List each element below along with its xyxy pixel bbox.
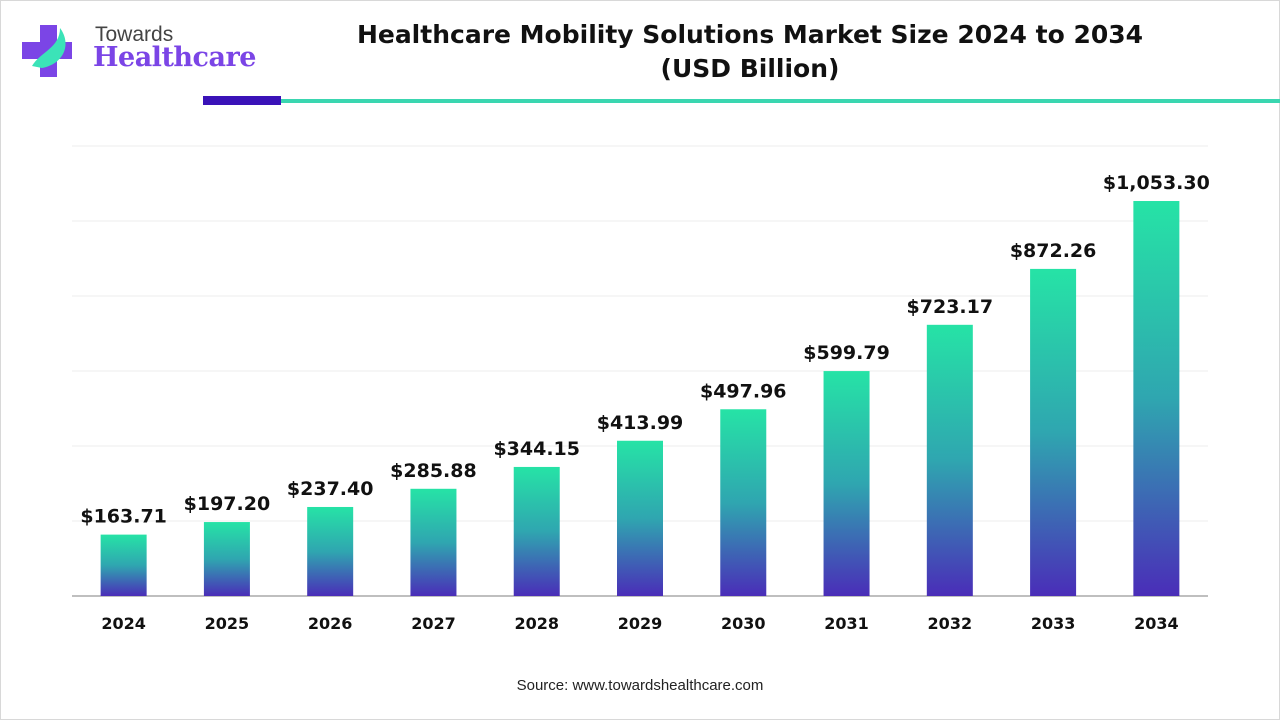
bar-2033: [1030, 268, 1077, 596]
data-label-2032: $723.17: [907, 296, 994, 318]
bar-2026: [307, 506, 354, 596]
title-line-1: Healthcare Mobility Solutions Market Siz…: [356, 20, 1144, 49]
bar-2024: [100, 534, 147, 596]
x-tick-label-2028: 2028: [514, 614, 559, 633]
bar-2031: [823, 371, 870, 596]
x-tick-label-2024: 2024: [101, 614, 146, 633]
data-label-2034: $1,053.30: [1103, 172, 1210, 194]
data-label-2031: $599.79: [803, 342, 890, 364]
data-label-2029: $413.99: [597, 412, 684, 434]
x-tick-label-2026: 2026: [308, 614, 353, 633]
x-tick-label-2029: 2029: [618, 614, 663, 633]
x-tick-label-2034: 2034: [1134, 614, 1179, 633]
title-line-2: (USD Billion): [660, 54, 840, 83]
x-tick-label-2033: 2033: [1031, 614, 1076, 633]
x-tick-label-2030: 2030: [721, 614, 766, 633]
source-note: Source: www.towardshealthcare.com: [516, 677, 764, 694]
bar-2029: [617, 440, 663, 596]
logo-text-main: Healthcare: [93, 42, 256, 73]
x-tick-label-2031: 2031: [824, 614, 869, 633]
x-tick-label-2032: 2032: [928, 614, 973, 633]
bar-2025: [203, 522, 250, 596]
logo-text-top: Towards: [95, 23, 174, 46]
data-label-2030: $497.96: [700, 380, 787, 402]
data-label-2033: $872.26: [1010, 240, 1097, 262]
accent-bar-teal: [281, 99, 1280, 103]
bar-2028: [513, 466, 560, 596]
data-label-2026: $237.40: [287, 478, 374, 500]
bar-2030: [720, 409, 767, 596]
data-label-2028: $344.15: [493, 438, 580, 460]
data-label-2024: $163.71: [80, 506, 167, 528]
data-label-2027: $285.88: [390, 460, 477, 482]
logo-cross-leaf-icon: [22, 25, 72, 77]
logo: Towards Healthcare: [20, 22, 260, 82]
bar-2034: [1133, 201, 1180, 596]
bar-2027: [410, 488, 457, 596]
accent-bar-dark: [203, 96, 281, 105]
chart-title: Healthcare Mobility Solutions Market Siz…: [300, 18, 1200, 86]
data-label-2025: $197.20: [184, 493, 271, 515]
x-tick-label-2025: 2025: [205, 614, 250, 633]
x-tick-label-2027: 2027: [411, 614, 456, 633]
bar-2032: [926, 324, 973, 596]
